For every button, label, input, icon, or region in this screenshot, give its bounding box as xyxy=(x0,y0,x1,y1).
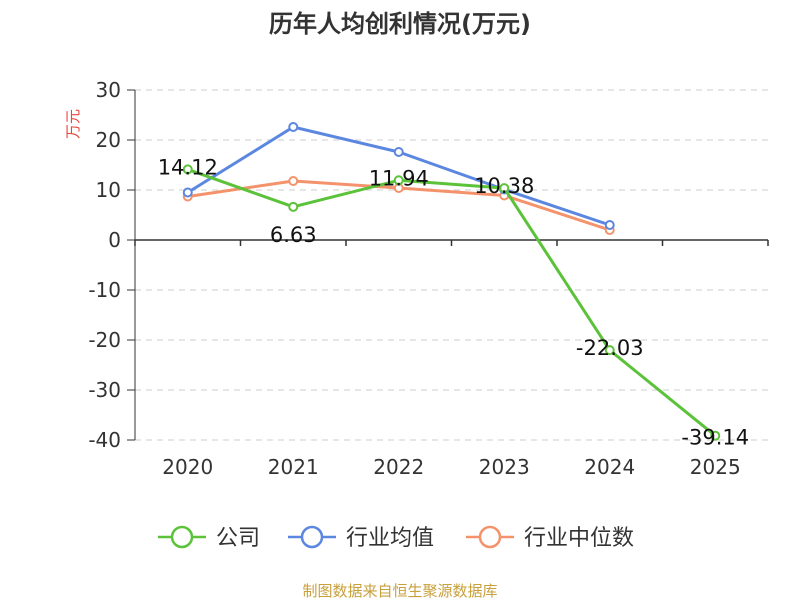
data-point xyxy=(182,187,193,198)
legend-marker xyxy=(170,525,194,549)
legend-item-0: 公司 xyxy=(158,525,260,551)
legend-marker xyxy=(300,525,324,549)
x-tick-label: 2023 xyxy=(479,455,530,479)
x-tick-label: 2022 xyxy=(373,455,424,479)
legend-item-1: 行业均值 xyxy=(288,525,434,551)
y-axis-unit-label: 万元 xyxy=(64,109,82,139)
data-point xyxy=(288,201,299,212)
y-tick-label: -20 xyxy=(88,328,121,352)
data-label: 14.12 xyxy=(158,155,218,179)
legend-item-2: 行业中位数 xyxy=(466,525,634,551)
data-label: 10.38 xyxy=(474,174,534,198)
x-tick-label: 2025 xyxy=(690,455,741,479)
data-label: -22.03 xyxy=(576,336,644,360)
data-label: 11.94 xyxy=(369,166,429,190)
data-point xyxy=(393,147,404,157)
legend-label: 行业中位数 xyxy=(524,526,634,551)
x-tick-label: 2024 xyxy=(584,455,635,479)
y-tick-label: -10 xyxy=(88,278,121,302)
data-point xyxy=(710,430,721,441)
y-tick-label: 30 xyxy=(96,78,121,102)
data-point xyxy=(288,122,299,132)
x-tick-label: 2021 xyxy=(268,455,319,479)
data-point xyxy=(182,164,193,175)
legend-marker xyxy=(478,525,502,549)
y-tick-label: 0 xyxy=(108,228,121,252)
y-tick-label: 20 xyxy=(96,128,121,152)
source-note: 制图数据来自恒生聚源数据库 xyxy=(302,582,497,600)
data-point xyxy=(499,183,510,194)
y-tick-label: 10 xyxy=(96,178,121,202)
y-tick-label: -30 xyxy=(88,378,121,402)
data-point xyxy=(288,176,299,186)
data-point xyxy=(604,220,615,230)
series-line-0 xyxy=(187,167,717,437)
data-label: -39.14 xyxy=(681,426,749,450)
data-point xyxy=(604,345,615,356)
data-label: 6.63 xyxy=(270,223,317,247)
x-tick-label: 2020 xyxy=(162,455,213,479)
data-point xyxy=(393,175,404,186)
chart-title: 历年人均创利情况(万元) xyxy=(269,10,531,38)
y-tick-label: -40 xyxy=(88,428,121,452)
legend-label: 行业均值 xyxy=(346,526,434,551)
legend-label: 公司 xyxy=(216,526,260,551)
